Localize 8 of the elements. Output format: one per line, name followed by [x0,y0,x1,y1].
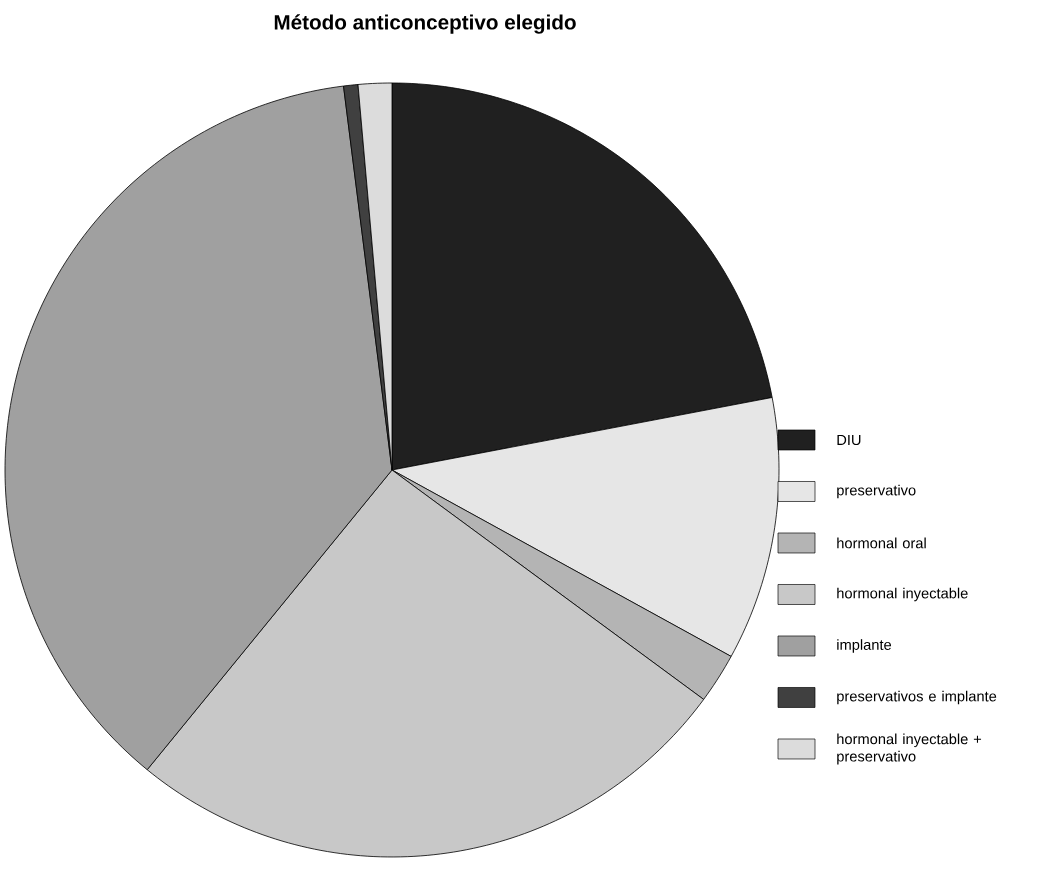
legend-label: implante [837,639,892,653]
legend-label: hormonal inyectable [837,587,968,602]
chart-title: Método anticonceptivo elegido [274,14,576,34]
legend-label: preservativos e implante [837,690,997,705]
legend-label: hormonal oral [837,537,926,549]
legend-label: DIU [837,434,861,446]
legend-label: preservativo [837,484,916,499]
legend-label: hormonal inyectable + preservativo [837,733,982,765]
